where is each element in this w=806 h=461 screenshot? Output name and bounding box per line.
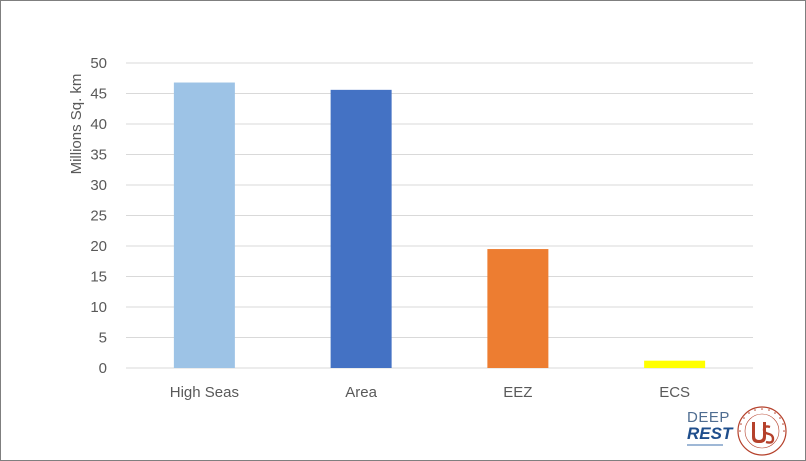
- y-tick-label: 30: [90, 177, 107, 194]
- y-tick-label: 20: [90, 238, 107, 255]
- bar-area: [330, 89, 392, 368]
- y-tick-label: 15: [90, 269, 107, 286]
- deeprest-logo-line2: REST: [687, 424, 733, 443]
- x-tick-label: High Seas: [170, 384, 239, 401]
- university-seal-icon: [737, 406, 787, 456]
- x-tick-label: ECS: [659, 384, 690, 401]
- y-tick-label: 50: [90, 55, 107, 72]
- y-tick-label: 45: [90, 86, 107, 103]
- y-tick-label: 5: [99, 330, 107, 347]
- x-tick-label: Area: [345, 384, 377, 401]
- deeprest-logo-line1: DEEP: [687, 409, 730, 426]
- deeprest-logo: DEEP REST: [687, 409, 735, 453]
- x-tick-label: EEZ: [503, 384, 532, 401]
- y-axis-label: Millions Sq. km: [68, 74, 85, 175]
- bar-eez: [487, 249, 549, 368]
- x-tick-labels: High Seas Area EEZ ECS: [170, 384, 690, 401]
- y-tick-label: 10: [90, 299, 107, 316]
- bars: [173, 82, 706, 369]
- y-tick-label: 40: [90, 116, 107, 133]
- y-tick-label: 35: [90, 147, 107, 164]
- deeprest-logo-underline: [687, 444, 723, 446]
- y-tick-labels: 0 5 10 15 20 25 30 35 40 45 50: [90, 55, 107, 377]
- bar-ecs: [644, 360, 706, 368]
- bar-high-seas: [173, 82, 235, 369]
- y-tick-label: 0: [99, 360, 107, 377]
- y-tick-label: 25: [90, 208, 107, 225]
